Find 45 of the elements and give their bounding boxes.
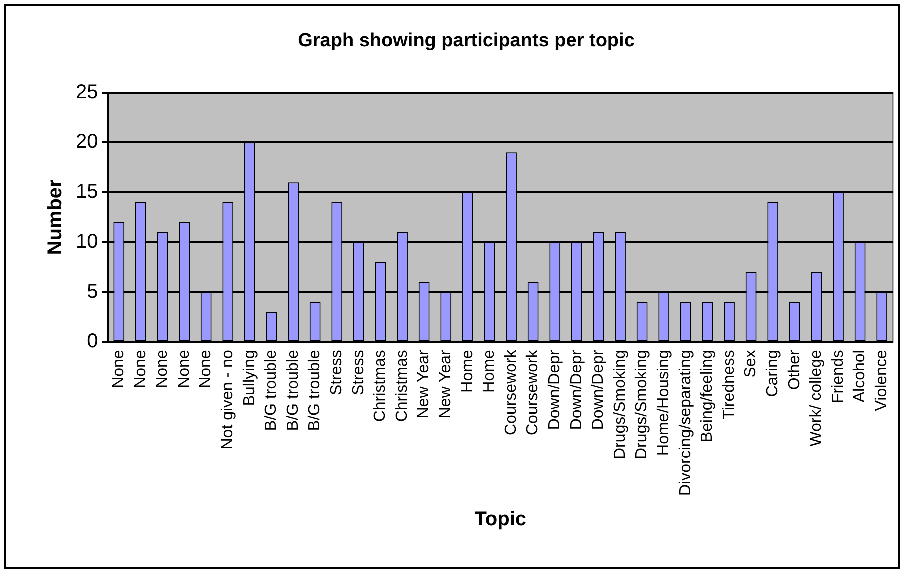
x-tick-label: Coursework xyxy=(524,349,542,436)
x-tick-label: Bullying xyxy=(241,350,258,406)
x-tick-label: None xyxy=(198,350,215,388)
x-tick-label: B/G trouble xyxy=(306,350,324,432)
x-tick-label: Home xyxy=(459,350,476,393)
x-tick-label: Divorcing/separating xyxy=(677,350,694,496)
x-tick-label: Drugs/Smoking xyxy=(612,350,629,460)
x-tick-label: Christmas xyxy=(372,350,390,422)
x-tick-label: Home xyxy=(481,350,498,393)
y-tick-label: 0 xyxy=(87,330,98,353)
x-tick-label: B/G trouble xyxy=(284,350,302,432)
x-tick-label: Home/Housing xyxy=(656,350,673,456)
x-tick-label: Stress xyxy=(350,350,368,396)
y-tick-label: 15 xyxy=(76,181,98,204)
x-tick-label: Down/Depr xyxy=(568,349,586,430)
x-tick-label: Christmas xyxy=(394,350,411,422)
x-tick-label: New Year xyxy=(416,349,433,419)
x-tick-label: None xyxy=(110,350,128,388)
x-tick-label: Not given - no xyxy=(220,350,237,450)
x-tick-label: Drugs/Smoking xyxy=(634,350,651,460)
x-tick-label: Alcohol xyxy=(852,350,869,403)
x-tick-label: Work/ college xyxy=(808,350,826,447)
x-tick-label: Stress xyxy=(328,350,346,396)
x-tick-label: Sex xyxy=(742,350,760,378)
x-tick-label: Friends xyxy=(830,350,847,404)
x-tick-label: None xyxy=(132,350,150,388)
x-tick-label: Down/Depr xyxy=(590,349,608,430)
x-tick-label: None xyxy=(154,350,172,388)
y-axis-title: Number xyxy=(44,179,67,256)
y-tick-label: 20 xyxy=(76,131,98,154)
y-tick-label: 5 xyxy=(87,280,98,303)
x-tick-label: Coursework xyxy=(502,349,520,436)
x-tick-label: None xyxy=(176,350,193,388)
x-tick-label: Being/feeling xyxy=(699,350,716,443)
x-tick-label: Caring xyxy=(764,350,782,398)
x-tick-label: Tiredness xyxy=(720,350,738,420)
chart-title: Graph showing participants per topic xyxy=(298,30,636,52)
y-tick-label: 25 xyxy=(76,81,98,104)
x-tick-label: Violence xyxy=(874,350,891,412)
x-tick-label: Other xyxy=(786,349,804,390)
x-tick-label: Down/Depr xyxy=(546,349,564,430)
x-tick-label: B/G trouble xyxy=(263,350,280,432)
x-tick-label: New Year xyxy=(438,349,455,419)
y-tick-label: 10 xyxy=(76,230,98,253)
x-axis-title: Topic xyxy=(474,508,527,531)
